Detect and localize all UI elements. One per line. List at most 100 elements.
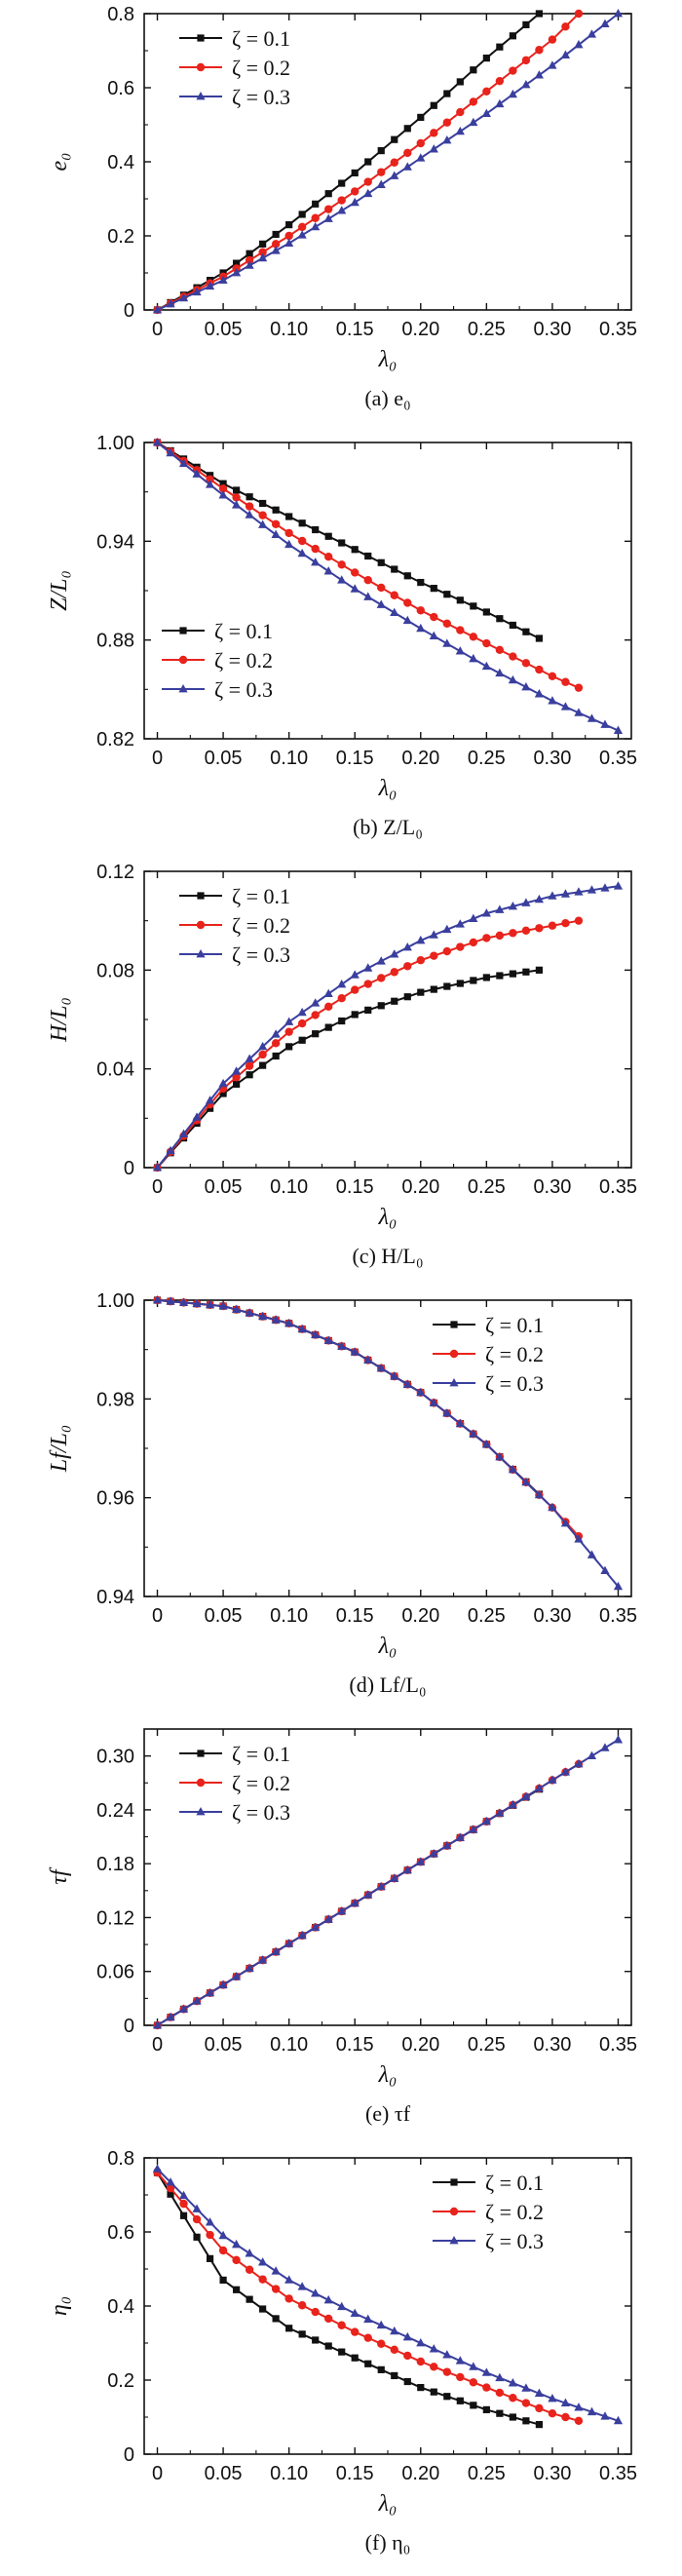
- series-1-point: [324, 190, 332, 198]
- x-tick-label: 0.15: [336, 748, 374, 769]
- series-1-point: [470, 66, 477, 74]
- series-3-point: [402, 162, 412, 171]
- series-3-point: [311, 557, 321, 566]
- series-1-point: [338, 1017, 346, 1025]
- y-tick-label: 0.04: [96, 1059, 134, 1081]
- series-3-point: [337, 1341, 347, 1350]
- legend-label-3: ζ = 0.3: [214, 677, 273, 702]
- series-3-point: [495, 2372, 505, 2382]
- series-3-point: [548, 1775, 557, 1784]
- series-line-1: [156, 969, 540, 1169]
- series-3-point: [323, 1914, 333, 1923]
- series-3-point: [363, 2314, 373, 2324]
- series-3-point: [363, 592, 373, 600]
- series-3-point: [350, 197, 360, 207]
- series-3-point: [469, 653, 478, 663]
- series-3-point: [416, 935, 426, 944]
- series-2-point: [442, 619, 452, 628]
- series-1-point: [232, 486, 241, 494]
- series-2-point: [166, 2183, 175, 2193]
- series-3-point: [442, 2350, 452, 2359]
- series-2-point: [271, 2285, 281, 2293]
- series-3-point: [469, 2362, 478, 2370]
- series-2-point: [323, 553, 333, 561]
- series-3-point: [390, 1371, 399, 1380]
- x-tick-label: 0.20: [401, 1605, 439, 1627]
- series-2-point: [311, 213, 320, 222]
- series-3-point: [521, 681, 531, 691]
- series-3-point: [613, 2415, 624, 2425]
- series-1-point: [417, 578, 425, 587]
- series-line-1: [157, 1299, 541, 1495]
- series-3-point: [258, 1041, 268, 1051]
- series-3-point: [258, 1311, 268, 1321]
- series-3-point: [350, 1898, 360, 1907]
- series-3-point: [390, 607, 399, 617]
- series-line-1: [157, 13, 541, 311]
- series-3-point: [192, 1298, 202, 1308]
- series-1-point: [535, 966, 544, 974]
- legend-label-1: ζ = 0.1: [485, 2171, 544, 2195]
- legend-label-1: ζ = 0.1: [214, 619, 273, 643]
- series-2-point: [311, 544, 320, 554]
- series-2-point: [363, 980, 372, 988]
- series-2-point: [232, 493, 241, 502]
- x-tick-label: 0.30: [533, 2463, 571, 2484]
- series-3-point: [613, 1581, 624, 1591]
- series-3-point: [350, 584, 360, 593]
- series-3-point: [416, 2338, 426, 2347]
- y-tick-label: 0.98: [96, 1389, 134, 1410]
- series-1-point: [456, 2397, 464, 2404]
- series-3-point: [271, 1946, 281, 1956]
- series-3-point: [534, 1489, 545, 1499]
- series-3-point: [205, 2217, 215, 2226]
- series-1-point: [377, 1002, 385, 1010]
- chart-e: 0 0.05 0.10 0.15 0.20 0.25 0.30 0.35 0 0.06 0.12 0.…: [47, 1728, 637, 2126]
- series-1-point: [351, 169, 359, 176]
- series-3-point: [323, 213, 333, 222]
- series-3-point: [574, 887, 584, 896]
- x-tick-label: 0.15: [336, 1605, 374, 1627]
- y-axis-label: H/L₀: [47, 997, 72, 1043]
- series-3-point: [481, 1816, 491, 1826]
- series-3-point: [521, 79, 531, 89]
- series-3-point: [297, 1007, 307, 1017]
- y-axis-label: e₀: [47, 153, 72, 172]
- series-1-point: [456, 980, 464, 987]
- series-3-point: [231, 2239, 242, 2249]
- legend-label-2: ζ = 0.2: [485, 1342, 544, 1366]
- series-3-point: [534, 689, 545, 698]
- series-3-point: [311, 221, 321, 231]
- series-3-point: [245, 1308, 254, 1317]
- series-3-point: [218, 275, 228, 284]
- series-2-point: [218, 2246, 228, 2255]
- series-3-point: [178, 292, 189, 302]
- y-tick-label: 0: [124, 1158, 134, 1179]
- series-3-point: [337, 575, 347, 584]
- series-1-point: [470, 602, 477, 610]
- series-3-point: [192, 287, 202, 296]
- series-2-point: [192, 2214, 202, 2224]
- series-2-point: [416, 606, 425, 615]
- series-2-point: [403, 598, 412, 607]
- series-2-point: [323, 1002, 333, 1012]
- x-tick-label: 0.20: [401, 748, 439, 769]
- series-2-point: [561, 677, 570, 686]
- y-tick-label: 0.2: [107, 2370, 134, 2392]
- series-3-point: [600, 883, 610, 892]
- series-1-point: [259, 1061, 267, 1069]
- series-2-point: [297, 2301, 307, 2310]
- series-3-point: [429, 930, 438, 939]
- series-1-point: [522, 20, 530, 28]
- series-1-point: [430, 585, 437, 593]
- y-tick-label: 0.2: [107, 226, 134, 248]
- series-3-point: [495, 668, 505, 677]
- series-3-point: [587, 1550, 597, 1558]
- x-tick-label: 0.25: [468, 2463, 506, 2484]
- y-axis-label: Lf/L₀: [47, 1425, 72, 1473]
- series-3-point: [416, 1857, 426, 1865]
- series-3-point: [613, 881, 624, 890]
- x-tick-label: 0: [152, 319, 163, 340]
- series-3-point: [442, 924, 452, 934]
- series-3-point: [442, 1408, 452, 1417]
